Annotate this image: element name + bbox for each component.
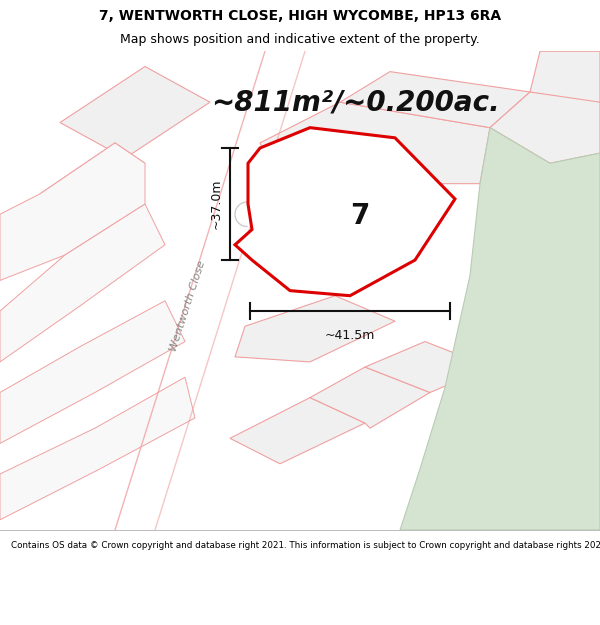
Polygon shape <box>260 102 490 184</box>
Polygon shape <box>330 214 420 276</box>
Text: Map shows position and indicative extent of the property.: Map shows position and indicative extent… <box>120 34 480 46</box>
Text: 7: 7 <box>350 202 370 230</box>
Text: 7, WENTWORTH CLOSE, HIGH WYCOMBE, HP13 6RA: 7, WENTWORTH CLOSE, HIGH WYCOMBE, HP13 6… <box>99 9 501 23</box>
Text: ~37.0m: ~37.0m <box>209 179 223 229</box>
Polygon shape <box>40 143 145 214</box>
Polygon shape <box>365 341 490 392</box>
Polygon shape <box>0 204 165 362</box>
Polygon shape <box>340 72 530 127</box>
Text: Wentworth Close: Wentworth Close <box>169 259 208 352</box>
Text: ~41.5m: ~41.5m <box>325 329 375 342</box>
Polygon shape <box>0 301 185 443</box>
Text: Contains OS data © Crown copyright and database right 2021. This information is : Contains OS data © Crown copyright and d… <box>11 541 600 551</box>
Text: ~811m²/~0.200ac.: ~811m²/~0.200ac. <box>211 88 499 116</box>
Polygon shape <box>230 398 365 464</box>
Polygon shape <box>235 296 395 362</box>
Polygon shape <box>60 66 210 158</box>
Polygon shape <box>0 143 145 281</box>
Polygon shape <box>0 378 195 520</box>
Polygon shape <box>310 367 430 428</box>
Polygon shape <box>400 127 600 530</box>
Polygon shape <box>235 127 455 296</box>
Polygon shape <box>530 51 600 102</box>
Polygon shape <box>490 92 600 163</box>
